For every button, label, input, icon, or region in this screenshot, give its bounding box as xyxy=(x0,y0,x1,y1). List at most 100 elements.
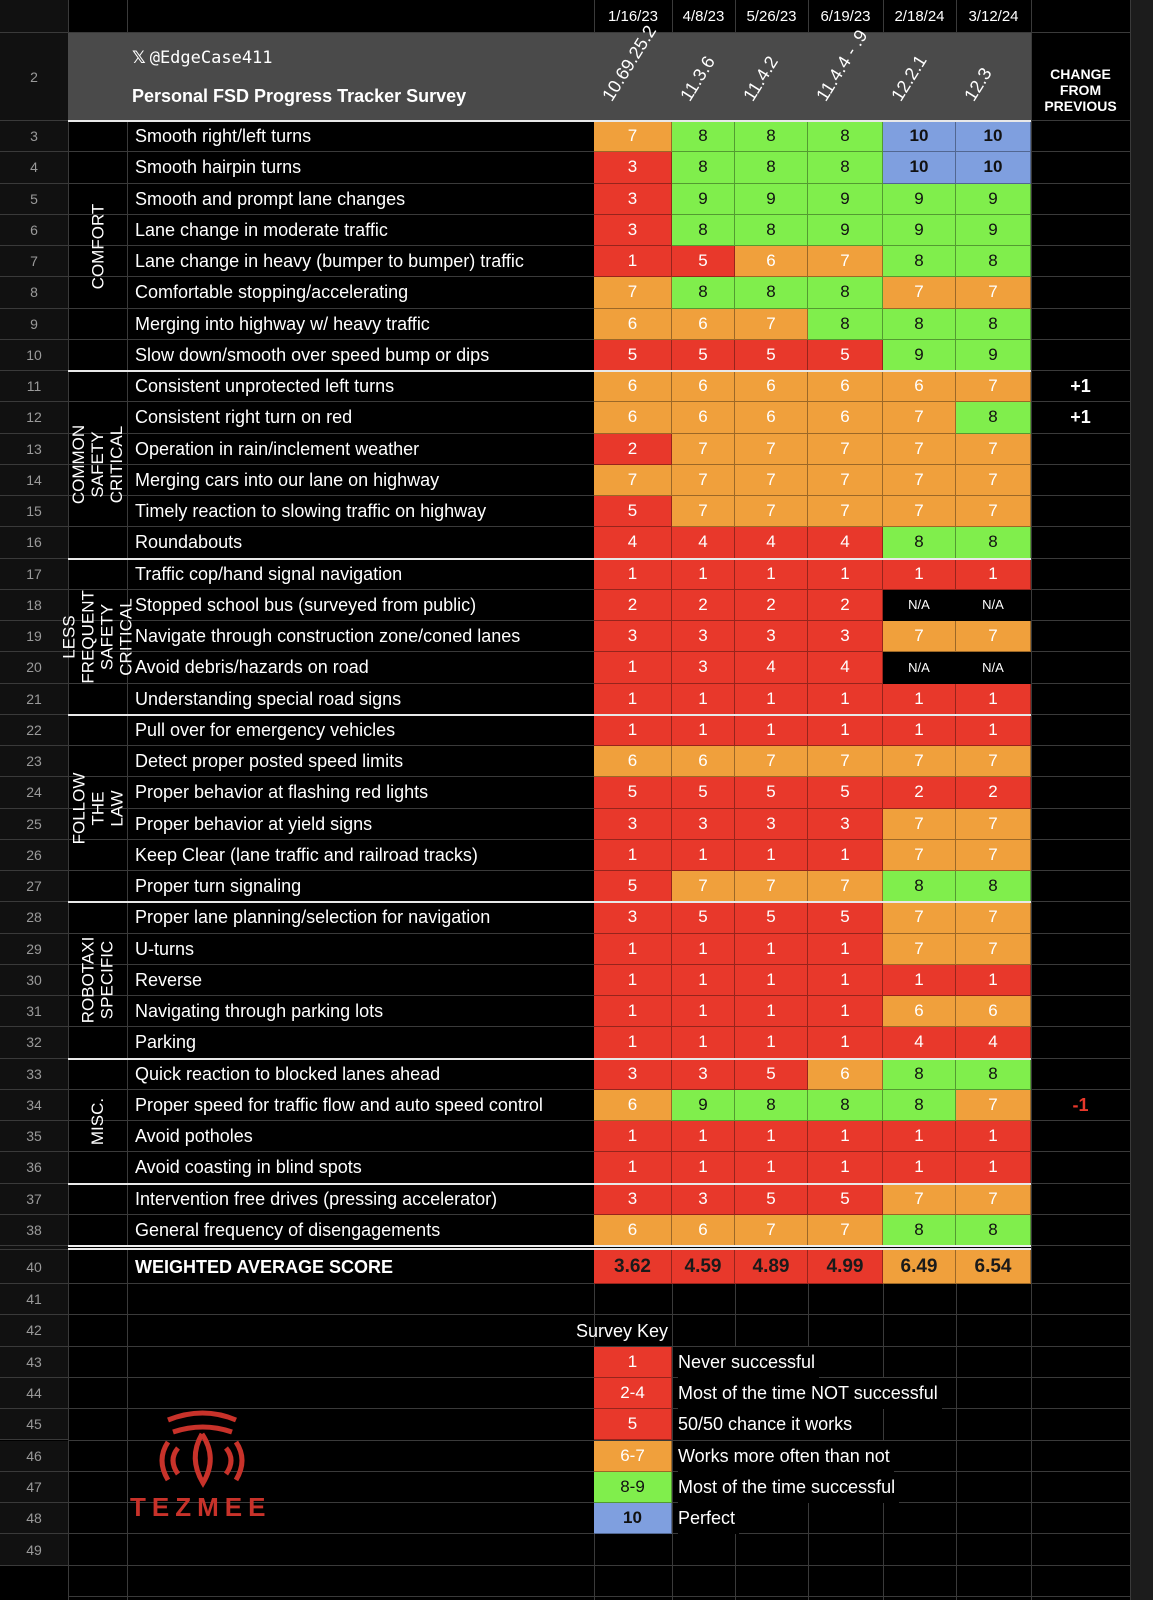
score-cell[interactable]: 3 xyxy=(735,621,808,653)
score-cell[interactable]: 7 xyxy=(956,496,1031,528)
score-cell[interactable]: 7 xyxy=(883,902,956,934)
score-cell[interactable]: 3 xyxy=(672,1058,735,1090)
score-cell[interactable]: 7 xyxy=(735,464,808,496)
score-cell[interactable]: 6 xyxy=(808,1058,883,1090)
score-cell[interactable]: 6 xyxy=(735,371,808,403)
score-cell[interactable]: 5 xyxy=(672,339,735,371)
score-cell[interactable]: 7 xyxy=(594,121,672,153)
score-cell[interactable]: 6 xyxy=(808,402,883,434)
score-cell[interactable]: 8 xyxy=(672,214,735,246)
score-cell[interactable]: 1 xyxy=(735,964,808,996)
score-cell[interactable]: 1 xyxy=(594,839,672,871)
score-cell[interactable]: 10 xyxy=(956,121,1031,153)
score-cell[interactable]: 7 xyxy=(956,433,1031,465)
score-cell[interactable]: 5 xyxy=(808,339,883,371)
score-cell[interactable]: 7 xyxy=(883,808,956,840)
score-cell[interactable]: 8 xyxy=(808,308,883,340)
score-cell[interactable]: 4 xyxy=(808,652,883,684)
score-cell[interactable]: 7 xyxy=(808,746,883,778)
score-cell[interactable]: 7 xyxy=(883,496,956,528)
score-cell[interactable]: 7 xyxy=(808,246,883,278)
score-cell[interactable]: 1 xyxy=(808,839,883,871)
score-cell[interactable]: 6 xyxy=(594,402,672,434)
score-cell[interactable]: 1 xyxy=(594,933,672,965)
score-cell[interactable]: 4 xyxy=(735,527,808,559)
score-cell[interactable]: 1 xyxy=(883,714,956,746)
score-cell[interactable]: 1 xyxy=(808,1152,883,1184)
score-cell[interactable]: 3 xyxy=(594,214,672,246)
score-cell[interactable]: 7 xyxy=(672,871,735,903)
score-cell[interactable]: 7 xyxy=(735,746,808,778)
score-cell[interactable]: 8 xyxy=(956,402,1031,434)
score-cell[interactable]: 1 xyxy=(883,683,956,715)
score-cell[interactable]: 8 xyxy=(672,121,735,153)
score-cell[interactable]: 5 xyxy=(735,1058,808,1090)
score-cell[interactable]: 7 xyxy=(883,402,956,434)
score-cell[interactable]: 1 xyxy=(594,1152,672,1184)
score-cell[interactable]: 1 xyxy=(735,1121,808,1153)
score-cell[interactable]: 6 xyxy=(594,308,672,340)
score-cell[interactable]: 8 xyxy=(883,1058,956,1090)
score-cell[interactable]: 7 xyxy=(883,1183,956,1215)
score-cell[interactable]: 8 xyxy=(956,308,1031,340)
score-cell[interactable]: 1 xyxy=(672,1152,735,1184)
score-cell[interactable]: 7 xyxy=(956,746,1031,778)
score-cell[interactable]: 4 xyxy=(594,527,672,559)
score-cell[interactable]: 10 xyxy=(883,152,956,184)
score-cell[interactable]: 1 xyxy=(735,1152,808,1184)
score-cell[interactable]: 3 xyxy=(735,808,808,840)
score-cell[interactable]: 8 xyxy=(672,152,735,184)
score-cell[interactable]: 8 xyxy=(735,121,808,153)
score-cell[interactable]: 7 xyxy=(594,277,672,309)
score-cell[interactable]: 5 xyxy=(594,339,672,371)
score-cell[interactable]: 1 xyxy=(808,683,883,715)
score-cell[interactable]: 1 xyxy=(594,996,672,1028)
score-cell[interactable]: 1 xyxy=(735,996,808,1028)
score-cell[interactable]: 2 xyxy=(594,589,672,621)
score-cell[interactable]: 8 xyxy=(956,527,1031,559)
score-cell[interactable]: 7 xyxy=(956,933,1031,965)
score-cell[interactable]: 6 xyxy=(883,371,956,403)
score-cell[interactable]: 1 xyxy=(672,933,735,965)
score-cell[interactable]: 1 xyxy=(808,1027,883,1059)
score-cell[interactable]: 7 xyxy=(735,871,808,903)
score-cell[interactable]: 1 xyxy=(883,1152,956,1184)
score-cell[interactable]: 9 xyxy=(883,214,956,246)
score-cell[interactable]: 5 xyxy=(594,496,672,528)
score-cell[interactable]: 7 xyxy=(808,871,883,903)
score-cell[interactable]: 7 xyxy=(808,464,883,496)
score-cell[interactable]: 7 xyxy=(883,621,956,653)
score-cell[interactable]: 4 xyxy=(883,1027,956,1059)
score-cell[interactable]: 6 xyxy=(735,246,808,278)
score-cell[interactable]: 9 xyxy=(956,339,1031,371)
score-cell[interactable]: 1 xyxy=(808,933,883,965)
score-cell[interactable]: 3 xyxy=(594,183,672,215)
score-cell[interactable]: 4 xyxy=(808,527,883,559)
score-cell[interactable]: 5 xyxy=(735,777,808,809)
score-cell[interactable]: 8 xyxy=(808,121,883,153)
score-cell[interactable]: 3 xyxy=(808,808,883,840)
score-cell[interactable]: 8 xyxy=(808,152,883,184)
score-cell[interactable]: 1 xyxy=(735,839,808,871)
score-cell[interactable]: 6 xyxy=(735,402,808,434)
score-cell[interactable]: 3 xyxy=(672,1183,735,1215)
score-cell[interactable]: 8 xyxy=(883,246,956,278)
score-cell[interactable]: 1 xyxy=(735,1027,808,1059)
score-cell[interactable]: 1 xyxy=(956,683,1031,715)
score-cell[interactable]: 5 xyxy=(808,902,883,934)
score-cell[interactable]: 6 xyxy=(956,996,1031,1028)
score-cell[interactable]: 1 xyxy=(808,558,883,590)
score-cell[interactable]: 5 xyxy=(594,871,672,903)
score-cell[interactable]: 7 xyxy=(956,464,1031,496)
score-cell[interactable]: 1 xyxy=(735,933,808,965)
score-cell[interactable]: 1 xyxy=(956,1121,1031,1153)
score-cell[interactable]: 6 xyxy=(672,1214,735,1246)
score-cell[interactable]: 3 xyxy=(594,152,672,184)
score-cell[interactable]: 5 xyxy=(672,902,735,934)
score-cell[interactable]: 7 xyxy=(808,433,883,465)
score-cell[interactable]: 1 xyxy=(594,1027,672,1059)
score-cell[interactable]: 8 xyxy=(672,277,735,309)
score-cell[interactable]: 2 xyxy=(594,433,672,465)
score-cell[interactable]: 2 xyxy=(956,777,1031,809)
score-cell[interactable]: 1 xyxy=(672,683,735,715)
